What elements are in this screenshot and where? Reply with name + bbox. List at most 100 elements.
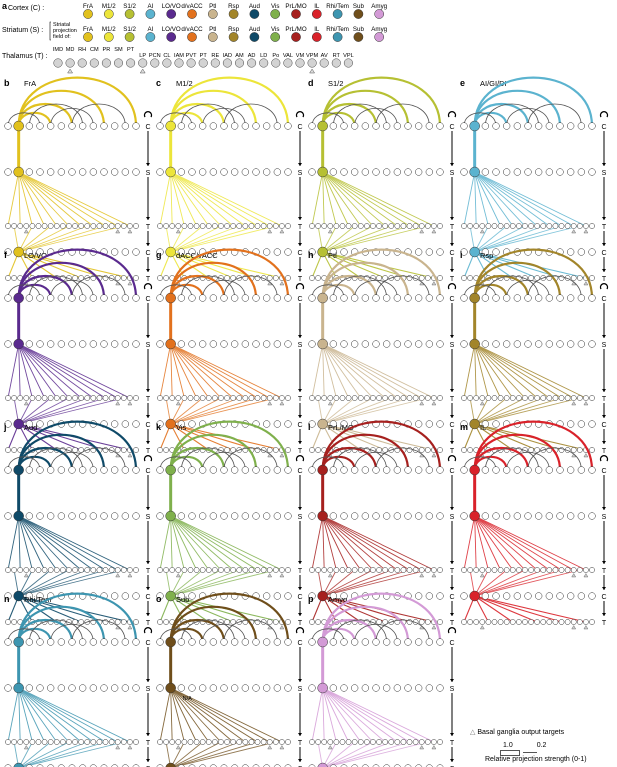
- brain-region-node: [68, 340, 76, 348]
- scale-value-1: 1.0: [503, 742, 513, 749]
- brain-region-node: [220, 168, 228, 176]
- brain-region-node: [47, 395, 54, 401]
- brain-region-node: [424, 619, 431, 625]
- projection-line: [474, 569, 526, 597]
- projection-line: [322, 687, 374, 743]
- projection-line: [18, 397, 70, 425]
- loop-icon: [143, 455, 153, 462]
- basal-ganglia-triangle: [309, 68, 316, 74]
- projection-line: [170, 225, 203, 253]
- projection-line: [324, 741, 410, 767]
- projection-line: [7, 171, 20, 227]
- brain-region-node: [199, 567, 206, 573]
- brain-region-node: [372, 294, 380, 302]
- panel-letter: o: [156, 594, 162, 604]
- projection-line: [322, 225, 410, 253]
- brain-region-node: [567, 340, 575, 348]
- striatum-region-dot: [270, 32, 281, 42]
- striatum-legend-row: FrA M1/2 S1/2 AI LO/VO d/vACC Ptl Rsp Aud Vis PrL/…: [83, 26, 388, 42]
- brain-region-node: [376, 223, 382, 229]
- arrow-head: [298, 389, 302, 392]
- brain-region-node: [284, 512, 292, 520]
- cortical-arc: [375, 619, 430, 643]
- brain-region-node: [252, 638, 260, 646]
- brain-region-node: [394, 739, 401, 745]
- brain-region-node: [503, 294, 511, 302]
- panel-a-letter: a: [2, 1, 8, 11]
- brain-region-node: [383, 512, 391, 520]
- brain-region-node: [114, 395, 121, 401]
- row-label: T: [450, 448, 455, 455]
- brain-region-node: [220, 638, 228, 646]
- brain-region-node: [165, 682, 176, 694]
- row-label: T: [450, 568, 455, 575]
- brain-region-node: [78, 395, 84, 401]
- cortical-arc: [28, 103, 84, 127]
- brain-region-node: [503, 466, 511, 474]
- cortex-region-dot: [270, 9, 281, 19]
- striatum-region-dot: [311, 32, 322, 42]
- projection-line: [18, 515, 21, 571]
- brain-region-node: [497, 567, 504, 573]
- brain-region-node: [132, 466, 140, 474]
- brain-region-node: [188, 168, 196, 176]
- brain-region-node: [11, 447, 17, 453]
- brain-region-node: [169, 739, 176, 745]
- striatum-region-dot: [291, 32, 301, 42]
- brain-region-node: [376, 395, 382, 401]
- basal-ganglia-triangle: [419, 229, 425, 234]
- row-label: T: [298, 396, 303, 403]
- projection-line: [323, 741, 355, 767]
- brain-region-node: [156, 168, 164, 176]
- brain-region-node: [425, 466, 433, 474]
- brain-region-node: [266, 395, 273, 401]
- basal-ganglia-triangle: [431, 745, 437, 750]
- brain-region-node: [272, 447, 279, 453]
- loop-icon: [143, 111, 153, 118]
- brain-region-node: [236, 567, 243, 573]
- brain-region-node: [351, 168, 359, 176]
- row-label: T: [298, 224, 303, 231]
- basal-ganglia-triangle: [127, 281, 133, 286]
- brain-region-node: [163, 619, 169, 625]
- brain-region-node: [534, 567, 540, 573]
- brain-region-node: [357, 567, 364, 573]
- panel-letter: l: [308, 422, 311, 432]
- brain-region-node: [72, 739, 78, 745]
- projection-line: [172, 741, 276, 767]
- brain-region-node: [25, 420, 33, 428]
- projection-line: [7, 687, 20, 743]
- projection-line: [322, 515, 325, 571]
- brain-region-node: [481, 466, 489, 474]
- brain-region-node: [89, 638, 97, 646]
- brain-region-node: [157, 567, 163, 573]
- brain-region-node: [424, 447, 431, 453]
- basal-ganglia-triangle: [431, 453, 437, 458]
- brain-region-node: [4, 420, 12, 428]
- arrow-head: [450, 587, 454, 590]
- brain-region-node: [177, 684, 185, 692]
- cortical-arc: [375, 103, 430, 127]
- basal-ganglia-triangle: [431, 573, 437, 578]
- brain-region-node: [266, 275, 273, 281]
- cortical-arc: [169, 261, 258, 299]
- basal-ganglia-triangle: [279, 745, 285, 750]
- brain-region-node: [393, 122, 401, 130]
- thalamus-region-label: PVT: [186, 53, 197, 59]
- basal-ganglia-triangle: [431, 229, 437, 234]
- brain-region-node: [25, 122, 33, 130]
- arrow-head: [298, 217, 302, 220]
- projection-line: [170, 225, 276, 253]
- brain-region-node: [570, 567, 577, 573]
- row-label: S: [450, 170, 455, 177]
- brain-region-node: [199, 739, 206, 745]
- brain-region-node: [108, 739, 115, 745]
- row-label: S: [602, 342, 607, 349]
- striatum-region-label: Aud: [249, 26, 261, 33]
- brain-region-node: [241, 466, 249, 474]
- brain-region-node: [412, 739, 419, 745]
- brain-region-node: [121, 684, 129, 692]
- brain-region-node: [13, 292, 24, 304]
- brain-region-node: [481, 340, 489, 348]
- brain-region-node: [47, 638, 55, 646]
